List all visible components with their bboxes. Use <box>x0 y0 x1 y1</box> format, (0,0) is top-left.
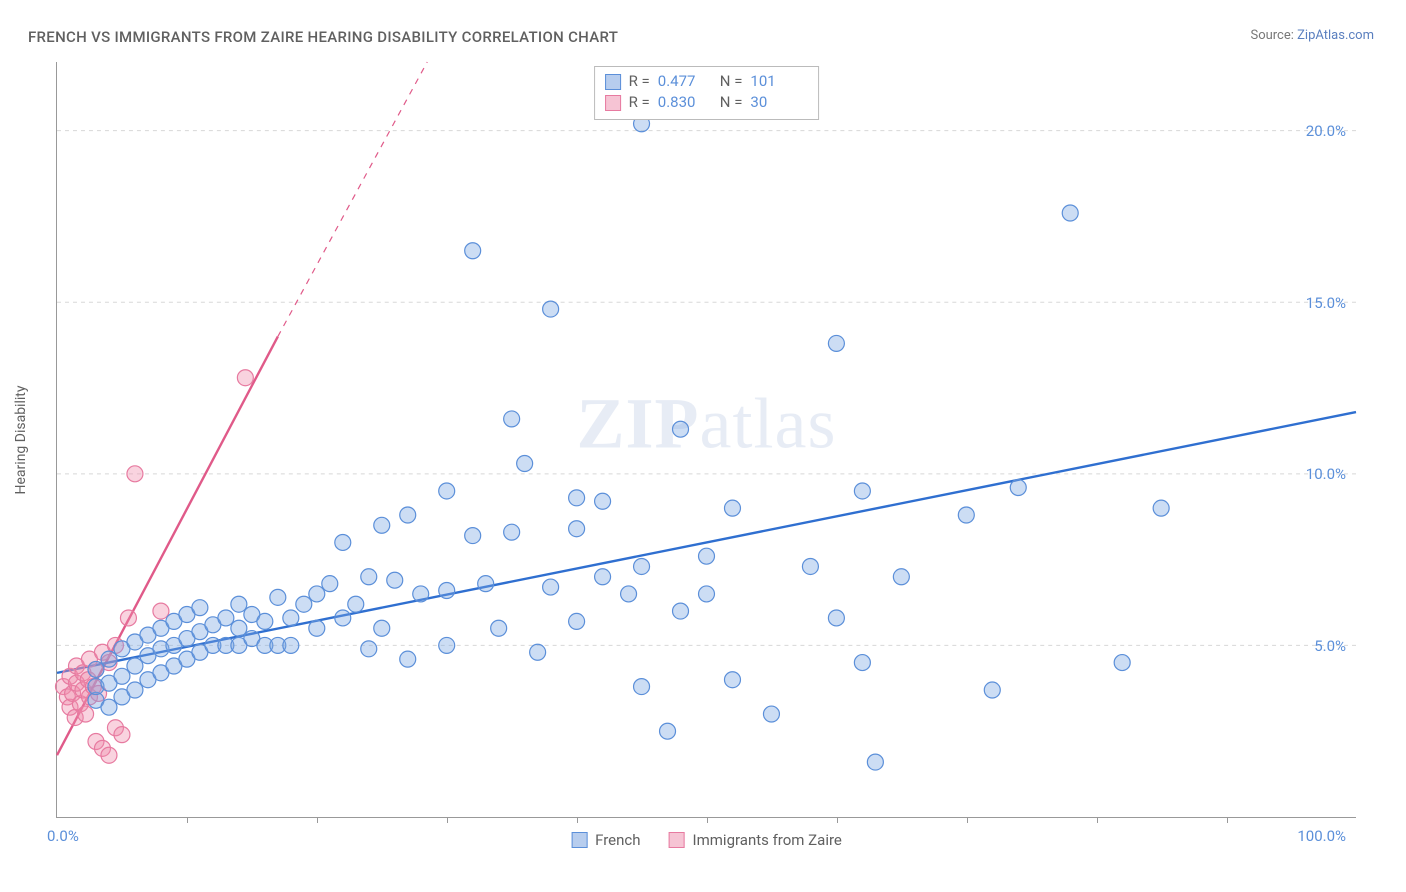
correlation-legend-box: R = 0.477 N = 101 R = 0.830 N = 30 <box>594 66 820 120</box>
legend-item-french: French <box>571 831 640 849</box>
series-legend: French Immigrants from Zaire <box>571 831 842 849</box>
x-tick-mark <box>187 817 188 823</box>
r-label: R = <box>629 71 650 92</box>
x-tick-mark <box>967 817 968 823</box>
chart-area: Hearing Disability ZIPatlas 5.0%10.0%15.… <box>56 62 1356 818</box>
x-tick-mark <box>317 817 318 823</box>
legend-label-french: French <box>595 831 640 849</box>
n-label: N = <box>720 92 743 113</box>
x-axis-min-label: 0.0% <box>47 827 79 845</box>
y-tick-label: 15.0% <box>1306 294 1346 312</box>
source-attribution: Source: ZipAtlas.com <box>1250 28 1374 43</box>
source-prefix: Source: <box>1250 28 1297 43</box>
swatch-french <box>605 74 621 90</box>
y-tick-label: 5.0% <box>1314 637 1346 655</box>
x-tick-mark <box>707 817 708 823</box>
swatch-zaire <box>605 95 621 111</box>
r-label: R = <box>629 92 650 113</box>
x-tick-mark <box>837 817 838 823</box>
x-tick-mark <box>447 817 448 823</box>
legend-row-french: R = 0.477 N = 101 <box>605 71 805 92</box>
page-title: FRENCH VS IMMIGRANTS FROM ZAIRE HEARING … <box>28 28 618 46</box>
x-tick-mark <box>577 817 578 823</box>
scatter-plot-svg <box>57 62 1356 817</box>
swatch-french <box>571 832 587 848</box>
n-label: N = <box>720 71 743 92</box>
legend-row-zaire: R = 0.830 N = 30 <box>605 92 805 113</box>
n-value-zaire: 30 <box>750 92 804 113</box>
legend-label-zaire: Immigrants from Zaire <box>693 831 842 849</box>
swatch-zaire <box>669 832 685 848</box>
y-axis-label: Hearing Disability <box>13 385 29 494</box>
r-value-zaire: 0.830 <box>658 92 712 113</box>
r-value-french: 0.477 <box>658 71 712 92</box>
y-tick-label: 10.0% <box>1306 465 1346 483</box>
x-axis-max-label: 100.0% <box>1297 827 1346 845</box>
source-link[interactable]: ZipAtlas.com <box>1297 28 1374 43</box>
n-value-french: 101 <box>750 71 804 92</box>
legend-item-zaire: Immigrants from Zaire <box>669 831 842 849</box>
y-tick-label: 20.0% <box>1306 122 1346 140</box>
x-tick-mark <box>1227 817 1228 823</box>
x-tick-mark <box>1097 817 1098 823</box>
